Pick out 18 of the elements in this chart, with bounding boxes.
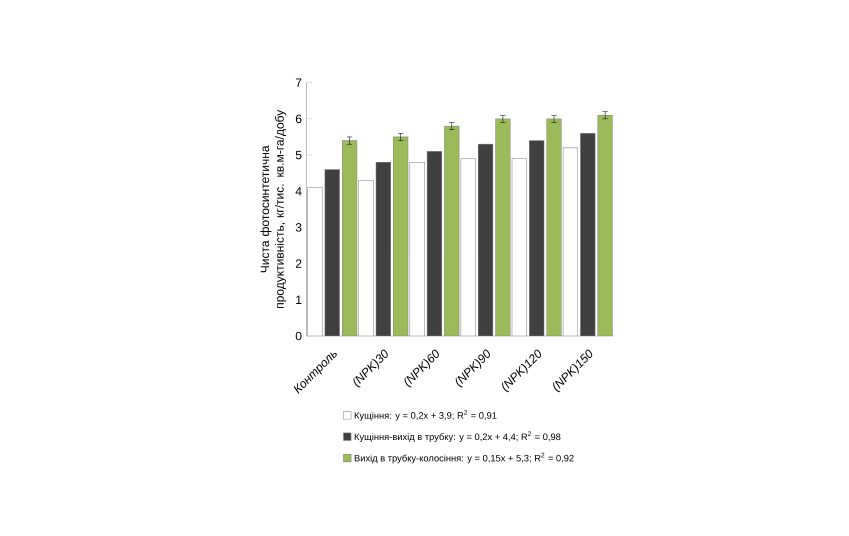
- bar: [393, 136, 408, 336]
- y-tick-label: 6: [296, 114, 302, 124]
- bar: [342, 140, 357, 336]
- y-tick-label: 5: [296, 150, 302, 160]
- bar: [444, 126, 460, 336]
- bar: [496, 118, 510, 336]
- legend-label: Вихід в трубку-колосіння: y = 0,15x + 5,3; R$^{2}$ = 0,92: [354, 452, 574, 464]
- y-tick-label: 0: [296, 332, 302, 340]
- y-tick-label: 3: [296, 223, 302, 232]
- y-tick-label: 7: [296, 78, 302, 87]
- bar: [598, 114, 613, 336]
- legend-label: Кущіння: y = 0,2x + 3,9; R$^{2}$ = 0,91: [354, 410, 496, 421]
- legend-label: Кущіння-вихід в трубку: y = 0,2x + 4,4; R$^{2}$ = 0,98: [354, 431, 560, 442]
- y-axis-title: Чиста фотосинтетична продуктивність, кг/тис. кв.м-га/добу: [260, 110, 286, 308]
- y-tick-label: 4: [296, 187, 302, 196]
- bar: [546, 118, 562, 336]
- y-tick-label: 2: [296, 259, 302, 268]
- y-tick-label: 1: [296, 296, 302, 304]
